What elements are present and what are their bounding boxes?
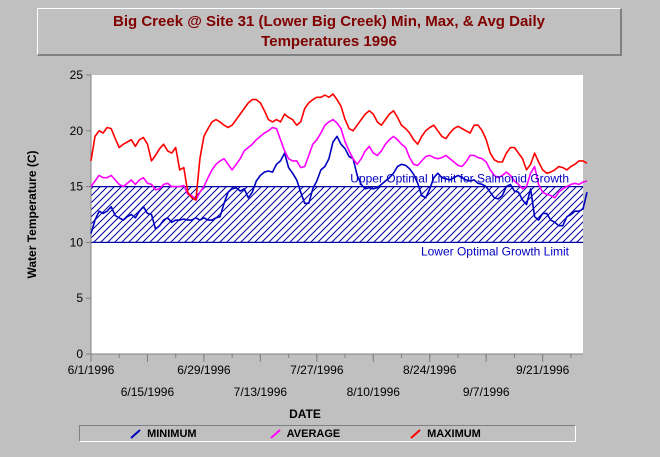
chart-title-line2: Temperatures 1996 — [261, 33, 397, 50]
y-tick-label: 20 — [70, 124, 84, 138]
x-tick-label: 9/7/1996 — [463, 385, 510, 399]
x-tick-label: 6/1/1996 — [68, 363, 115, 377]
x-tick-label: 7/27/1996 — [290, 363, 344, 377]
legend-label: MAXIMUM — [427, 428, 481, 440]
x-tick-label: 6/15/1996 — [121, 385, 175, 399]
upper-limit-label: Upper Optimal Limit for Salmonid Growth — [350, 172, 569, 186]
chart-title: Big Creek @ Site 31 (Lower Big Creek) Mi… — [37, 8, 622, 56]
x-tick-label: 8/24/1996 — [403, 363, 457, 377]
legend-item-minimum: MINIMUM — [130, 427, 197, 441]
legend: MINIMUM AVERAGE MAXIMUM — [79, 425, 576, 442]
optimal-band — [91, 186, 583, 243]
legend-item-average: AVERAGE — [270, 427, 340, 441]
legend-item-maximum: MAXIMUM — [410, 427, 481, 441]
y-tick-label: 25 — [70, 68, 84, 82]
y-tick-label: 5 — [76, 291, 83, 305]
y-axis-label: Water Temperature (C) — [25, 150, 39, 278]
y-tick-label: 0 — [76, 347, 83, 361]
y-tick-label: 15 — [70, 180, 84, 194]
series-line-minimum — [90, 135, 588, 234]
legend-swatch — [130, 429, 141, 439]
legend-label: MINIMUM — [147, 428, 197, 440]
legend-swatch — [270, 429, 281, 439]
x-tick-label: 6/29/1996 — [177, 363, 231, 377]
chart-title-line1: Big Creek @ Site 31 (Lower Big Creek) Mi… — [113, 13, 545, 30]
series-line-maximum — [90, 93, 588, 201]
x-tick-label: 7/13/1996 — [234, 385, 288, 399]
legend-swatch — [410, 429, 421, 439]
y-tick-label: 10 — [70, 235, 84, 249]
series-line-average — [90, 118, 588, 201]
x-tick-label: 8/10/1996 — [347, 385, 401, 399]
lower-limit-label: Lower Optimal Growth Limit — [421, 244, 570, 258]
x-tick-label: 9/21/1996 — [516, 363, 570, 377]
x-axis-label: DATE — [289, 407, 321, 421]
legend-label: AVERAGE — [286, 428, 341, 440]
